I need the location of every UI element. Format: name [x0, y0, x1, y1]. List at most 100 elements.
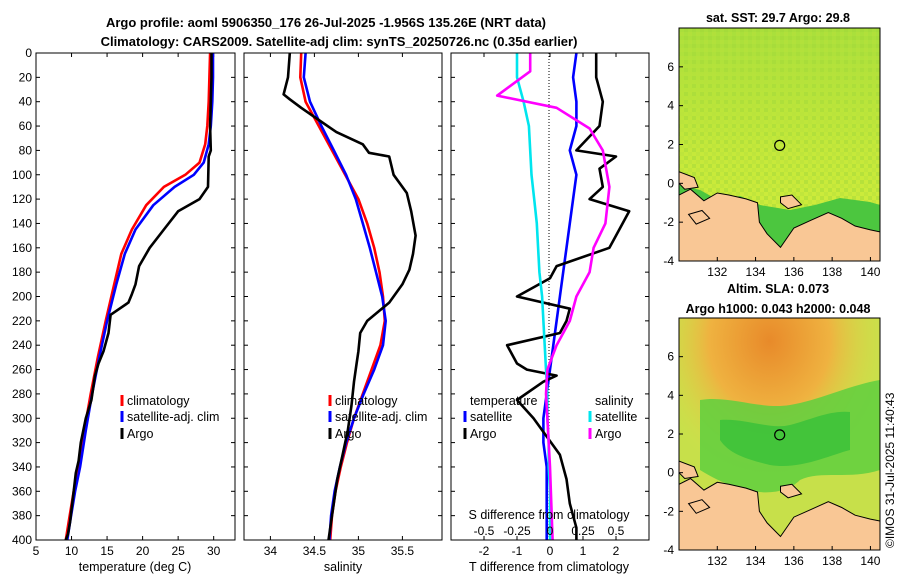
temperature-panel: 5 10 15 20 25 3002040608010012014016018020022… [12, 46, 236, 574]
argo-height-title: Argo h1000: 0.043 h2000: 0.048 [686, 302, 871, 316]
temperature-ytick-label: 200 [12, 290, 32, 304]
temperature-series-climatology [64, 53, 212, 540]
sst-map-ytick-label: 2 [667, 138, 674, 152]
sla-map-ytick-label: 2 [667, 427, 674, 441]
sst-land [679, 171, 880, 261]
difference-axes-frame [450, 52, 650, 541]
salinity-xlabel: salinity [324, 560, 363, 574]
legend-t-satellite-label: satellite [470, 410, 512, 424]
credit-stamp: ©IMOS 31-Jul-2025 11:40:43 [883, 392, 897, 548]
sst-map-landmass [687, 209, 711, 225]
sst-map-ytick-label: -2 [663, 215, 674, 229]
temperature-ytick-label: 100 [12, 168, 32, 182]
difference-top-xlabel: S difference from climatology [469, 508, 631, 522]
legend-salinity-heading: salinity [595, 394, 634, 408]
temperature-ytick-label: 380 [12, 509, 32, 523]
sla-low-anomaly-core [720, 411, 850, 467]
sst-map-xtick-label: 134 [746, 265, 766, 279]
temperature-xtick-label: 10 [65, 544, 79, 558]
legend-climatology-label: climatology [127, 394, 190, 408]
salinity-xtick-label: 34.5 [303, 544, 327, 558]
legend-s-argo-label: Argo [595, 427, 621, 441]
sla-map-ytick-label: -4 [663, 543, 674, 557]
temperature-ytick-label: 360 [12, 484, 32, 498]
argo-position-marker-sst [774, 139, 786, 151]
difference-top-xtick-label: 0.5 [608, 524, 625, 538]
sla-map-landmass [679, 477, 880, 550]
sla-map-xtick-label: 138 [822, 554, 842, 568]
temperature-axes-frame [35, 52, 236, 541]
difference-xlabel: T difference from climatology [469, 560, 630, 574]
temperature-ytick-label: 320 [12, 436, 32, 450]
difference-top-xtick-label: -0.25 [503, 524, 531, 538]
salinity-diff-legend: salinity satellite Argo [588, 394, 637, 441]
difference-top-xtick-label: 0 [547, 524, 554, 538]
legend-temperature-heading: temperature [470, 394, 537, 408]
legend-satellite-label: satellite-adj. clim [335, 410, 427, 424]
sst-map-ytick-label: 0 [667, 176, 674, 190]
temperature-xtick-label: 5 [33, 544, 40, 558]
salinity-legend: climatology satellite-adj. clim Argo [328, 394, 427, 441]
salinity-axes-frame [243, 52, 443, 541]
temperature-diff-legend: temperature satellite Argo [463, 394, 537, 441]
difference-top-xtick-label: -0.5 [474, 524, 495, 538]
sla-map: Altim. SLA: 0.073 Argo h1000: 0.043 h200… [663, 282, 880, 568]
temperature-ytick-label: 400 [12, 533, 32, 547]
sla-land [679, 460, 880, 550]
temperature-series-satellite-adj-clim [66, 53, 215, 540]
temperature-ytick-label: 260 [12, 363, 32, 377]
temperature-ytick-label: 80 [19, 143, 33, 157]
temperature-xtick-label: 25 [171, 544, 185, 558]
legend-satellite-label: satellite-adj. clim [127, 410, 219, 424]
difference-panel: -2 -1 0 1 2 T difference from climatology S … [450, 52, 650, 574]
difference-series-s-argo [495, 53, 611, 540]
temperature-ytick-label: 160 [12, 241, 32, 255]
temperature-ytick-label: 240 [12, 338, 32, 352]
sla-map-xtick-label: 136 [784, 554, 804, 568]
sla-map-landmass [679, 460, 699, 480]
salinity-series-satellite-adj-clim [302, 53, 388, 540]
temperature-ytick-label: 220 [12, 314, 32, 328]
sst-map-xtick-label: 136 [784, 265, 804, 279]
temperature-xlabel: temperature (deg C) [79, 560, 192, 574]
salinity-xtick-label: 35.5 [391, 544, 415, 558]
salinity-series-climatology [298, 53, 387, 540]
sst-map-landmass [679, 188, 880, 261]
sla-map-xtick-label: 134 [746, 554, 766, 568]
temperature-xtick-label: 30 [207, 544, 221, 558]
salinity-series-argo [282, 53, 417, 540]
temperature-legend: climatology satellite-adj. clim Argo [120, 394, 219, 441]
legend-t-argo-label: Argo [470, 427, 496, 441]
sla-map-ytick-label: 6 [667, 350, 674, 364]
sst-map-ytick-label: 4 [667, 99, 674, 113]
salinity-xtick-label: 35 [352, 544, 366, 558]
sla-map-title: Altim. SLA: 0.073 [727, 282, 829, 296]
sla-map-ytick-label: 0 [667, 466, 674, 480]
legend-s-satellite-label: satellite [595, 410, 637, 424]
sst-map: sat. SST: 29.7 Argo: 29.8 132 134 136 138 14… [663, 11, 880, 279]
legend-argo-label: Argo [127, 427, 153, 441]
sst-map-ytick-label: -4 [663, 254, 674, 268]
sla-map-landmass [780, 483, 803, 499]
sst-map-xtick-label: 138 [822, 265, 842, 279]
temperature-ytick-label: 280 [12, 387, 32, 401]
sst-map-ytick-label: 6 [667, 60, 674, 74]
temperature-ytick-label: 140 [12, 216, 32, 230]
temperature-xtick-label: 20 [136, 544, 150, 558]
sla-map-ytick-label: -2 [663, 504, 674, 518]
difference-xtick-label: 2 [613, 544, 620, 558]
temperature-ytick-label: 340 [12, 460, 32, 474]
sla-map-xtick-label: 132 [707, 554, 727, 568]
temperature-xtick-label: 15 [100, 544, 114, 558]
temperature-ytick-label: 0 [25, 46, 32, 60]
temperature-ytick-label: 20 [19, 70, 33, 84]
difference-series-t-satellite [542, 53, 578, 540]
sla-map-ytick-label: 4 [667, 388, 674, 402]
difference-top-xtick-label: 0.25 [571, 524, 595, 538]
sla-map-landmass [687, 499, 711, 514]
sst-map-title: sat. SST: 29.7 Argo: 29.8 [706, 11, 850, 25]
sla-map-xtick-label: 140 [860, 554, 880, 568]
legend-argo-label: Argo [335, 427, 361, 441]
legend-climatology-label: climatology [335, 394, 398, 408]
